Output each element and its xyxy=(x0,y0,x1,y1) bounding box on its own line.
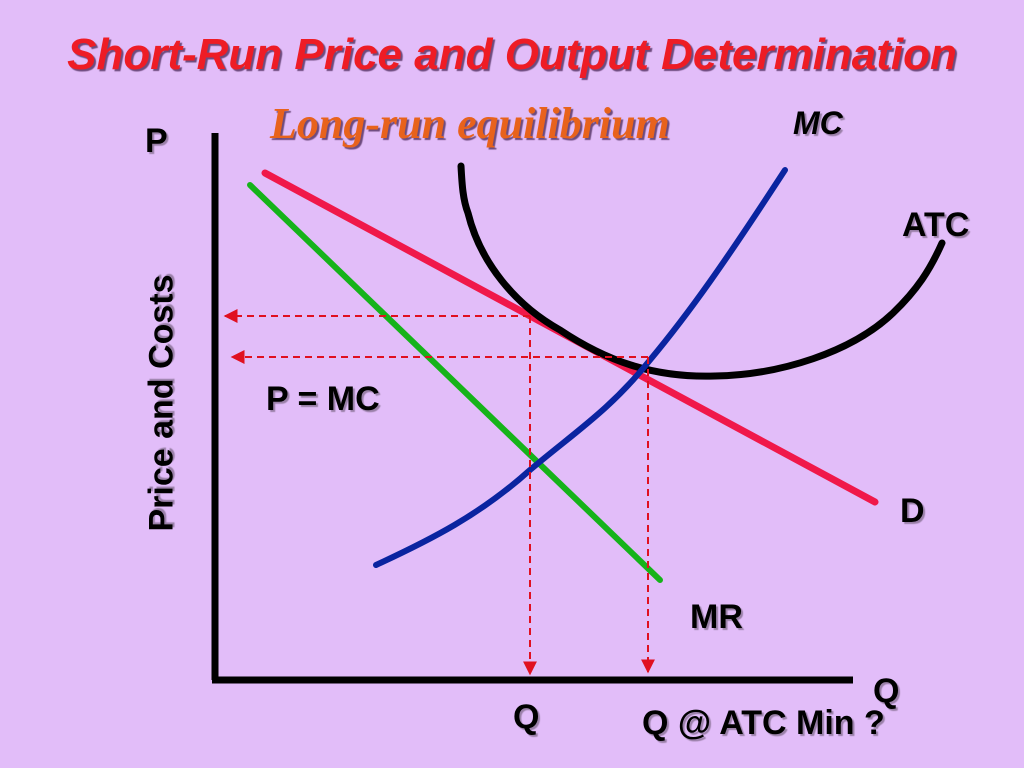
slide-title: Short-Run Price and Output Determination xyxy=(67,30,957,79)
slide-subtitle: Long-run equilibrium xyxy=(270,99,670,148)
mr-curve xyxy=(247,182,663,583)
q-atc-min-label: Q @ ATC Min ? xyxy=(642,704,885,742)
y-axis-label: Price and Costs xyxy=(142,274,181,532)
x-axis-symbol: Q xyxy=(873,672,900,710)
mc-curve xyxy=(373,167,788,568)
atc-curve xyxy=(457,162,946,380)
mc-curve-label: MC xyxy=(793,105,843,141)
atc-curve-label: ATC xyxy=(902,206,970,244)
mr-curve-label: MR xyxy=(690,598,743,636)
p-equals-mc-label: P = MC xyxy=(266,380,380,418)
y-axis-symbol: P xyxy=(145,122,168,160)
demand-curve-label: D xyxy=(900,492,925,530)
q-profit-max-label: Q xyxy=(513,698,540,736)
